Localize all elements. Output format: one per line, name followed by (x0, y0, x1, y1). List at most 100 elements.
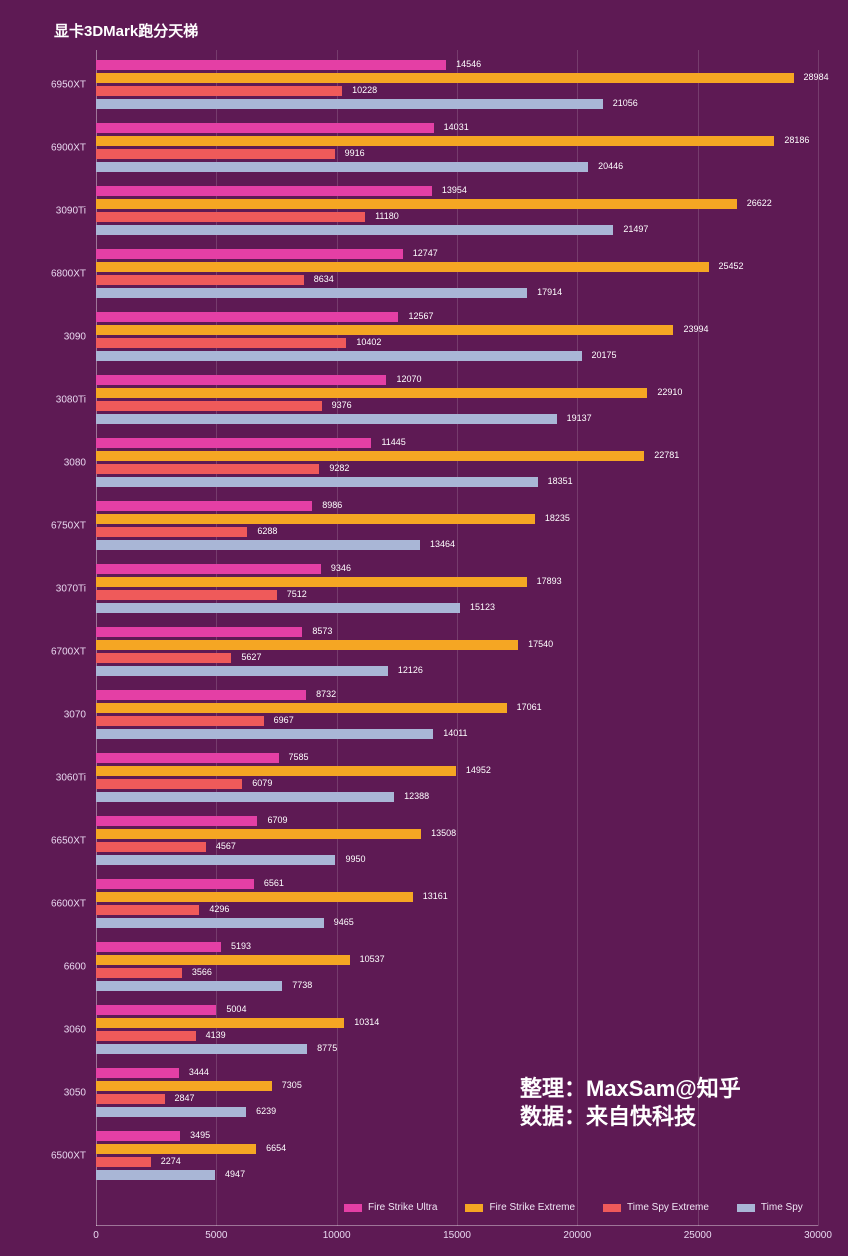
credit-block: 整理：MaxSam@知乎 数据：来自快科技 (520, 1075, 741, 1130)
bar-value-label: 6239 (256, 1106, 276, 1116)
bar (96, 136, 774, 146)
bar-value-label: 6967 (274, 715, 294, 725)
bar (96, 225, 613, 235)
bar-value-label: 17061 (517, 702, 542, 712)
bar (96, 640, 518, 650)
y-tick-label: 3070 (0, 709, 86, 720)
bar (96, 829, 421, 839)
y-tick-label: 6650XT (0, 835, 86, 846)
bar-value-label: 20446 (598, 161, 623, 171)
bar (96, 1170, 215, 1180)
bar (96, 325, 673, 335)
bar-value-label: 9376 (332, 400, 352, 410)
bar (96, 603, 460, 613)
bar-value-label: 13161 (423, 891, 448, 901)
bar (96, 401, 322, 411)
bar (96, 842, 206, 852)
y-tick-label: 3080Ti (0, 394, 86, 405)
bar-value-label: 28984 (804, 72, 829, 82)
bar-value-label: 9465 (334, 917, 354, 927)
y-tick-label: 3060 (0, 1024, 86, 1035)
x-tick-label: 0 (93, 1230, 99, 1241)
x-tick-label: 20000 (563, 1230, 591, 1241)
bar-value-label: 4947 (225, 1169, 245, 1179)
bar (96, 186, 432, 196)
bar (96, 540, 420, 550)
bar-value-label: 22910 (657, 387, 682, 397)
bar-value-label: 17914 (537, 287, 562, 297)
bar (96, 716, 264, 726)
bar (96, 86, 342, 96)
bar-value-label: 12126 (398, 665, 423, 675)
bar (96, 666, 388, 676)
bar-value-label: 11180 (375, 211, 399, 221)
bar (96, 766, 456, 776)
bar (96, 918, 324, 928)
bar-value-label: 18351 (548, 476, 573, 486)
bar (96, 149, 335, 159)
bar-value-label: 8732 (316, 689, 336, 699)
bar-value-label: 5627 (241, 652, 261, 662)
bar-value-label: 3566 (192, 967, 212, 977)
bar (96, 1131, 180, 1141)
bar-value-label: 21497 (623, 224, 648, 234)
chart-container: 显卡3DMark跑分天梯 145462898410228210561403128… (0, 0, 848, 1256)
bar (96, 955, 350, 965)
bar-value-label: 7585 (289, 752, 309, 762)
bar (96, 729, 433, 739)
bar (96, 73, 794, 83)
bar-value-label: 3444 (189, 1067, 209, 1077)
bar-value-label: 6288 (257, 526, 277, 536)
bar-value-label: 13954 (442, 185, 467, 195)
bar (96, 1081, 272, 1091)
bar-value-label: 10537 (360, 954, 385, 964)
bar-value-label: 10314 (354, 1017, 379, 1027)
y-tick-label: 6800XT (0, 268, 86, 279)
y-tick-label: 3050 (0, 1087, 86, 1098)
y-tick-label: 3090Ti (0, 205, 86, 216)
bar (96, 816, 257, 826)
bar (96, 1018, 344, 1028)
bar (96, 212, 365, 222)
bar (96, 451, 644, 461)
bar (96, 249, 403, 259)
plot-area: 1454628984102282105614031281869916204461… (96, 50, 818, 1226)
bar (96, 514, 535, 524)
bar-value-label: 12567 (408, 311, 433, 321)
y-tick-label: 3090 (0, 331, 86, 342)
bar-value-label: 20175 (592, 350, 617, 360)
y-tick-label: 3080 (0, 457, 86, 468)
bar-value-label: 18235 (545, 513, 570, 523)
bar-value-label: 8634 (314, 274, 334, 284)
bar-value-label: 9916 (345, 148, 365, 158)
x-tick-label: 15000 (443, 1230, 471, 1241)
bar (96, 527, 247, 537)
bar (96, 1157, 151, 1167)
legend-swatch (344, 1204, 362, 1212)
bar-value-label: 23994 (683, 324, 708, 334)
bar (96, 1031, 196, 1041)
bar (96, 1068, 179, 1078)
bar (96, 855, 335, 865)
legend-label: Time Spy Extreme (627, 1202, 709, 1213)
bar-value-label: 2847 (175, 1093, 195, 1103)
legend-swatch (737, 1204, 755, 1212)
bar (96, 905, 199, 915)
bar (96, 942, 221, 952)
bar (96, 577, 527, 587)
bar (96, 501, 312, 511)
bar (96, 779, 242, 789)
bar (96, 653, 231, 663)
bar (96, 981, 282, 991)
bar (96, 564, 321, 574)
bar (96, 703, 507, 713)
bar-value-label: 7738 (292, 980, 312, 990)
bar (96, 879, 254, 889)
y-tick-label: 6600XT (0, 898, 86, 909)
bar-value-label: 17540 (528, 639, 553, 649)
legend-swatch (603, 1204, 621, 1212)
y-tick-label: 3060Ti (0, 772, 86, 783)
y-tick-label: 6900XT (0, 142, 86, 153)
bar-value-label: 13508 (431, 828, 456, 838)
bar (96, 968, 182, 978)
